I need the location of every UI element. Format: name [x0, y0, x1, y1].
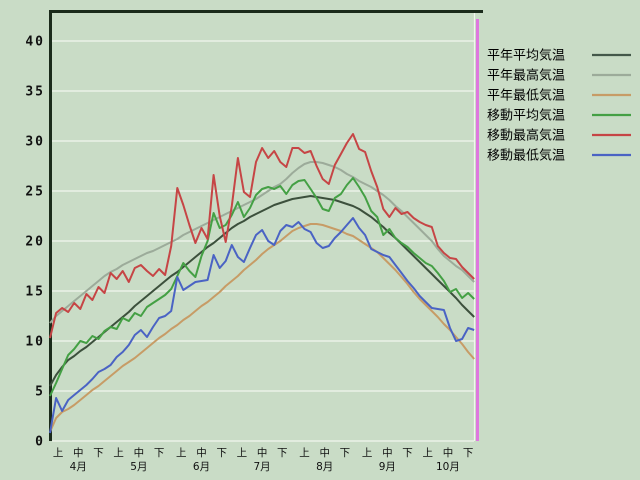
y-axis-label: 20	[25, 235, 45, 250]
x-tick-label: 中	[73, 446, 84, 459]
series-line-平年最低気温	[49, 223, 475, 433]
y-axis-label: 40	[25, 35, 45, 50]
legend-label: 平年最高気温	[487, 68, 565, 84]
y-axis-line	[49, 10, 52, 441]
x-tick-label: 中	[382, 446, 393, 459]
x-month-label: 7月	[254, 461, 271, 473]
legend-label: 平年最低気温	[487, 88, 565, 104]
legend-label: 平年平均気温	[487, 48, 565, 64]
x-tick-label: 上	[422, 447, 433, 459]
x-tick-label: 上	[362, 447, 373, 459]
x-tick-label: 上	[299, 447, 310, 459]
x-tick-label: 中	[257, 446, 268, 459]
x-tick-label: 下	[402, 447, 413, 459]
x-tick-label: 下	[277, 447, 288, 459]
x-tick-label: 上	[176, 447, 187, 459]
series-line-移動最高気温	[49, 133, 475, 339]
y-axis-label: 0	[35, 435, 45, 450]
x-tick-label: 上	[53, 447, 64, 459]
series-line-移動最低気温	[49, 217, 475, 434]
y-axis-label: 5	[35, 385, 45, 400]
x-tick-label: 下	[463, 447, 474, 459]
x-tick-label: 下	[154, 447, 165, 459]
y-axis-label: 25	[25, 185, 45, 200]
x-tick-label: 下	[93, 447, 104, 459]
x-tick-label: 下	[340, 447, 351, 459]
x-tick-label: 上	[113, 447, 124, 459]
x-tick-label: 中	[134, 446, 145, 459]
x-tick-label: 上	[237, 447, 248, 459]
legend-label: 移動平均気温	[487, 108, 565, 124]
x-tick-label: 中	[196, 446, 207, 459]
x-month-label: 6月	[193, 461, 210, 473]
x-tick-label: 中	[443, 446, 454, 459]
series-line-平年平均気温	[49, 195, 475, 387]
x-month-label: 5月	[130, 461, 147, 473]
x-month-label: 4月	[70, 461, 87, 473]
y-axis-label: 35	[25, 85, 45, 100]
plot-top-border	[49, 10, 483, 13]
current-date-marker-line	[476, 19, 479, 441]
x-month-label: 9月	[379, 461, 396, 473]
x-month-label: 8月	[316, 461, 333, 473]
x-tick-label: 中	[319, 446, 330, 459]
x-tick-label: 下	[216, 447, 227, 459]
series-line-移動平均気温	[49, 177, 475, 397]
y-axis-label: 10	[25, 335, 45, 350]
legend-label: 移動最高気温	[487, 128, 565, 144]
y-axis-label: 30	[25, 135, 45, 150]
legend-label: 移動最低気温	[487, 148, 565, 164]
x-month-label: 10月	[436, 461, 460, 473]
y-axis-label: 15	[25, 285, 45, 300]
